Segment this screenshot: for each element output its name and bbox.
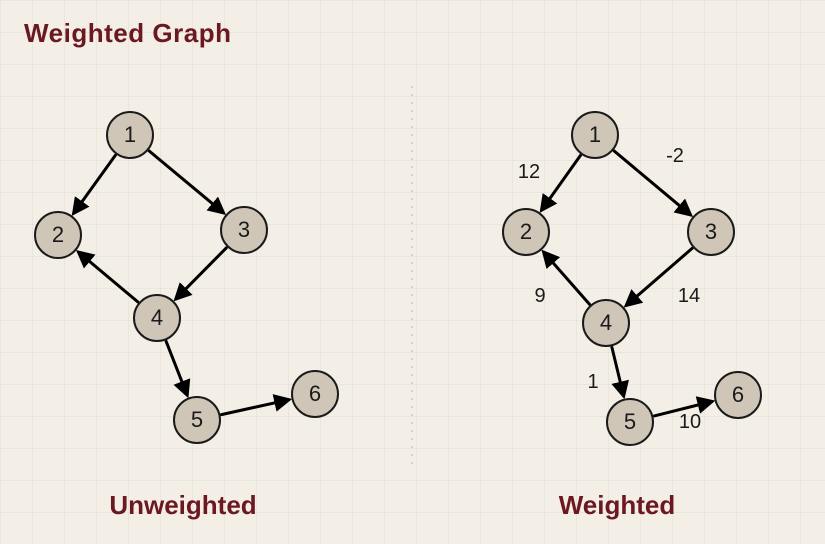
node-label: 3 — [238, 219, 250, 241]
diagram-stage: Weighted Graph 123456 12345612-2914110 U… — [0, 0, 825, 544]
edge-weight-1-2: 12 — [516, 162, 542, 182]
edge-1-2 — [542, 155, 581, 210]
node-label: 4 — [151, 307, 163, 329]
edge-weight-3-4: 14 — [676, 286, 702, 306]
node-4: 4 — [133, 294, 181, 342]
panel-unweighted: 1 2 3 4 5 6 — [0, 80, 412, 480]
node-6: 6 — [291, 370, 339, 418]
edge-4-5 — [612, 347, 624, 396]
subtitle-weighted: Weighted — [559, 490, 676, 521]
node-2: 2 — [502, 208, 550, 256]
node-5: 5 — [173, 396, 221, 444]
node-4: 4 — [582, 299, 630, 347]
edge-4-2 — [544, 252, 590, 304]
node-3: 3 — [220, 206, 268, 254]
node-label: 5 — [624, 411, 636, 433]
node-label: 2 — [520, 221, 532, 243]
edge-weight-1-3: -2 — [664, 146, 686, 166]
panel-weighted: 12345612-2914110 — [412, 80, 825, 480]
edge-1-2 — [74, 155, 116, 213]
node-label: 6 — [732, 384, 744, 406]
node-1: 1 — [571, 111, 619, 159]
node-label: 6 — [309, 383, 321, 405]
node-label: 1 — [589, 124, 601, 146]
edge-4-2 — [79, 252, 138, 302]
node-label: 4 — [600, 312, 612, 334]
subtitle-unweighted: Unweighted — [109, 490, 256, 521]
edge-4-5 — [166, 341, 187, 395]
edge-weight-4-5: 1 — [585, 372, 600, 392]
edge-weight-4-2: 9 — [532, 286, 547, 306]
node-5: 5 — [606, 398, 654, 446]
edge-1-3 — [149, 151, 223, 213]
node-label: 3 — [705, 221, 717, 243]
edge-5-6 — [221, 400, 288, 415]
edge-3-4 — [176, 248, 226, 299]
edge-weight-5-6: 10 — [677, 412, 703, 432]
node-label: 5 — [191, 409, 203, 431]
node-6: 6 — [714, 371, 762, 419]
node-1: 1 — [106, 111, 154, 159]
node-3: 3 — [687, 208, 735, 256]
node-2: 2 — [34, 211, 82, 259]
node-label: 1 — [124, 124, 136, 146]
node-label: 2 — [52, 224, 64, 246]
